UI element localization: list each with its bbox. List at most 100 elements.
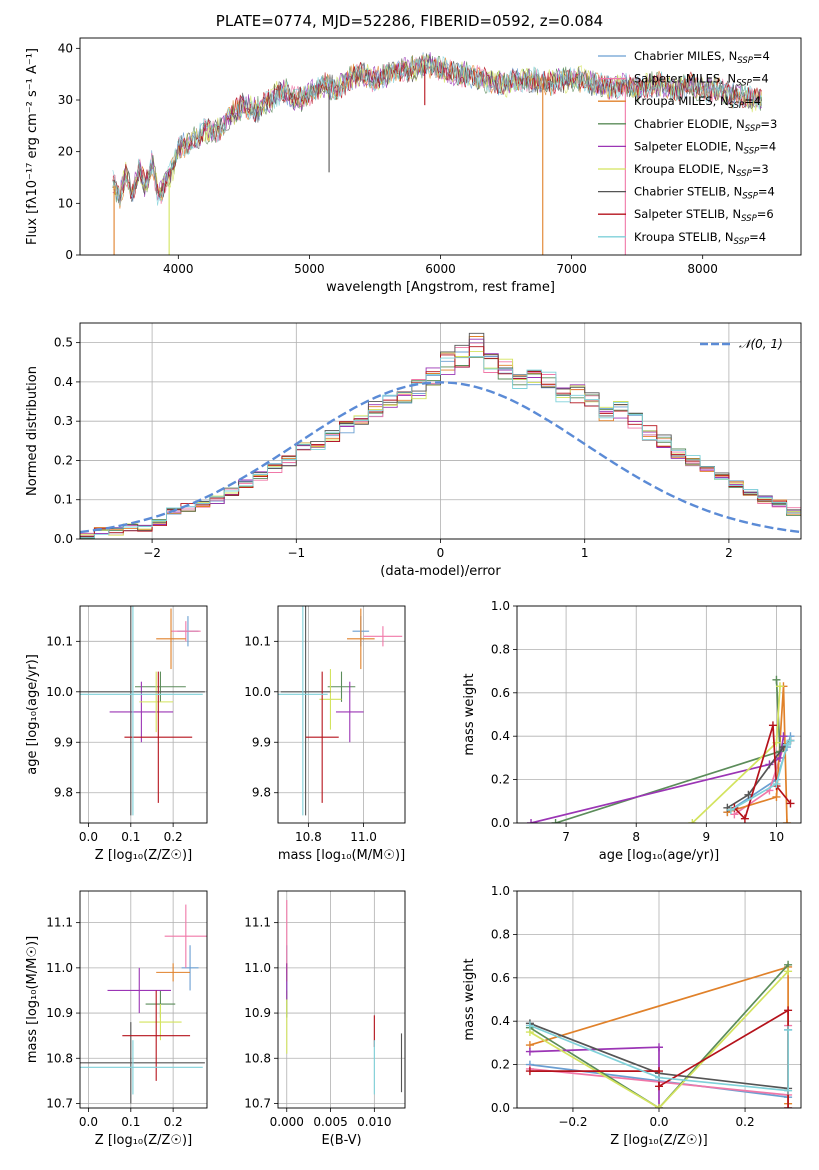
mass_vs_ebv-xtick-label-0: 0.000 <box>270 1115 304 1129</box>
residuals-xlabel: (data-model)/error <box>380 564 501 579</box>
legend-label-salpeter-stelib-n: Salpeter STELIB, NSSP=6 <box>634 207 774 224</box>
mass_vs_ebv-xlabel: E(B-V) <box>321 1133 361 1148</box>
weight_vs_age-line-kroupa-elodie-marker-0 <box>688 819 697 823</box>
age_vs_mass-xlabel: mass [log₁₀(M/M☉)] <box>278 848 405 863</box>
weight_vs_z-xtick-label-1: 0.0 <box>649 1115 668 1129</box>
weight_vs_age-content <box>527 675 795 823</box>
residuals-ytick-label-5: 0.5 <box>54 336 73 350</box>
age_vs_mass-ytick-label-3: 10.1 <box>244 634 271 648</box>
residuals-ylabel: Normed distribution <box>25 366 40 496</box>
weight_vs_age-xtick-label-2: 9 <box>703 830 711 844</box>
mass_vs_ebv-ytick-label-0: 10.7 <box>244 1096 271 1110</box>
mass_vs_z-ytick-label-2: 10.9 <box>46 1006 73 1020</box>
residuals-xtick-label-1: −1 <box>287 546 305 560</box>
spectrum-content <box>112 52 762 255</box>
weight_vs_z-ytick-label-0: 0.0 <box>491 1101 510 1115</box>
mass_vs_z-frame <box>79 890 208 1109</box>
legend-label-kroupa-elodie-n: Kroupa ELODIE, NSSP=3 <box>634 162 769 179</box>
age_vs_mass-xtick-label-1: 11.0 <box>350 830 377 844</box>
mass_vs_z-errorbar-salpeter-stelib <box>122 990 191 1081</box>
age_vs_mass-errorbar-salpeter-stelib <box>305 671 339 803</box>
residuals-xtick-label-4: 2 <box>725 546 733 560</box>
spectrum-xtick-label-2: 6000 <box>425 262 456 276</box>
residuals-xtick-label-3: 1 <box>581 546 589 560</box>
weight_vs_z-line-kroupa-stelib-marker-2 <box>784 1086 793 1095</box>
residuals-ytick-label-4: 0.4 <box>54 375 73 389</box>
mass_vs_z-errorbar-kroupa-miles <box>156 963 191 982</box>
mass_vs_z-ytick-label-1: 10.8 <box>46 1051 73 1065</box>
residuals-hist-7 <box>80 332 801 538</box>
panel-spectrum: 4000 5000 6000 7000 8000 0 10 20 30 40 wavelength … <box>25 37 802 295</box>
weight_vs_z-content <box>525 960 793 1108</box>
mass_vs_z-errorbar-salpeter-elodie <box>107 967 172 1014</box>
weight_vs_z-ylabel: mass weight <box>462 958 477 1040</box>
mass_vs_z-errorbar-kroupa-stelib <box>80 1040 203 1095</box>
age_vs_z-errorbar-salpeter-stelib <box>124 671 193 803</box>
weight_vs_z-line-kroupa-stelib-marker-0 <box>525 1021 534 1030</box>
residuals-content <box>80 332 801 539</box>
age_vs_z-ytick-label-1: 9.9 <box>54 735 73 749</box>
weight_vs_z-line-kroupa-stelib-marker-1 <box>655 1073 663 1082</box>
weight_vs_age-line-salpeter-stelib-marker-4 <box>786 799 795 808</box>
residuals-hist-6 <box>80 351 801 536</box>
age_vs_z-errorbar-kroupa-elodie <box>139 671 174 733</box>
weight_vs_z-xlabel: Z [log₁₀(Z/Z☉)] <box>610 1133 707 1148</box>
mass_vs_z-xtick-label-2: 0.2 <box>164 1115 183 1129</box>
mass_vs_ebv-frame <box>277 890 406 1109</box>
weight_vs_z-line-salpeter-stelib-marker-3 <box>784 1006 793 1015</box>
spectrum-ytick-label-4: 40 <box>58 41 73 55</box>
weight_vs_age-ylabel: mass weight <box>462 673 477 755</box>
weight_vs_age-xlabel: age [log₁₀(age/yr)] <box>599 848 720 863</box>
weight_vs_age-ytick-label-1: 0.2 <box>491 773 510 787</box>
mass_vs_ebv-ytick-label-2: 10.9 <box>244 1006 271 1020</box>
age_vs_z-ytick-label-3: 10.1 <box>46 634 73 648</box>
residuals-xtick-label-0: −2 <box>143 546 161 560</box>
weight_vs_z-line-salpeter-stelib-marker-2 <box>655 1082 663 1091</box>
weight_vs_age-ytick-label-3: 0.6 <box>491 686 510 700</box>
age_vs_mass-xtick-label-0: 10.8 <box>295 830 322 844</box>
age_vs_z-errorbar-salpeter-miles <box>171 621 201 642</box>
legend-label-salpeter-miles-n: Salpeter MILES, NSSP=4 <box>634 72 769 89</box>
weight_vs_age-ytick-label-4: 0.8 <box>491 642 510 656</box>
age_vs_mass-ytick-label-1: 9.9 <box>252 735 271 749</box>
spectrum-ytick-label-3: 30 <box>58 93 73 107</box>
weight_vs_age-line-kroupa-elodie-marker-2 <box>775 682 784 691</box>
residuals-hist-9 <box>80 355 801 539</box>
weight_vs_z-line-kroupa-stelib <box>525 1021 793 1095</box>
age_vs_z-xtick-label-1: 0.1 <box>121 830 140 844</box>
age_vs_z-xtick-label-2: 0.2 <box>164 830 183 844</box>
spectrum-xtick-label-4: 8000 <box>687 262 718 276</box>
mass_vs_z-ylabel: mass [log₁₀(M/M☉)] <box>25 936 40 1063</box>
mass_vs_ebv-ytick-label-3: 11.0 <box>244 961 271 975</box>
age_vs_z-errorbar-chabrier-elodie <box>135 671 186 702</box>
weight_vs_age-line-salpeter-stelib-marker-2 <box>768 721 777 730</box>
weight_vs_z-xtick-label-0: −0.2 <box>558 1115 587 1129</box>
residuals-ytick-label-1: 0.1 <box>54 493 73 507</box>
residuals-xtick-label-2: 0 <box>437 546 445 560</box>
spectrum-ytick-label-1: 10 <box>58 196 73 210</box>
spectrum-ylabel: Flux [fλ10⁻¹⁷ erg cm⁻² s⁻¹ A⁻¹] <box>25 48 40 245</box>
mass_vs_z-xtick-label-0: 0.0 <box>79 1115 98 1129</box>
legend-label-kroupa-miles-n: Kroupa MILES, NSSP=4 <box>634 94 761 111</box>
weight_vs_z-line-chabrier-elodie-path <box>529 964 789 1108</box>
mass_vs_ebv-xtick-label-1: 0.005 <box>313 1115 347 1129</box>
weight_vs_age-xtick-label-3: 10 <box>769 830 784 844</box>
weight_vs_age-frame <box>516 605 802 824</box>
residuals-ytick-label-0: 0.0 <box>54 532 73 546</box>
weight_vs_z-line-kroupa-stelib-path <box>529 1024 789 1092</box>
age_vs_mass-errorbar-kroupa-elodie <box>319 669 342 730</box>
spectrum-xtick-label-3: 7000 <box>556 262 587 276</box>
weight_vs_age-line-salpeter-elodie-marker-0 <box>527 819 536 823</box>
residuals-hist-8 <box>80 346 801 537</box>
age_vs_z-ylabel: age [log₁₀(age/yr)] <box>25 654 40 775</box>
weight_vs_z-line-salpeter-stelib-marker-4 <box>784 1104 793 1108</box>
weight_vs_age-line-kroupa-stelib-marker-2 <box>782 740 791 749</box>
residuals-ytick-label-3: 0.3 <box>54 414 73 428</box>
age_vs_mass-content <box>278 606 403 816</box>
mass_vs_ebv-content <box>286 900 403 1095</box>
age_vs_mass-errorbar-kroupa-miles <box>347 608 375 670</box>
weight_vs_z-ytick-label-2: 0.4 <box>491 1014 510 1028</box>
age_vs_mass-errorbar-chabrier-elodie <box>327 671 356 702</box>
weight_vs_age-line-kroupa-stelib-marker-1 <box>772 779 781 788</box>
weight_vs_age-line-chabrier-stelib-marker-1 <box>744 790 753 799</box>
